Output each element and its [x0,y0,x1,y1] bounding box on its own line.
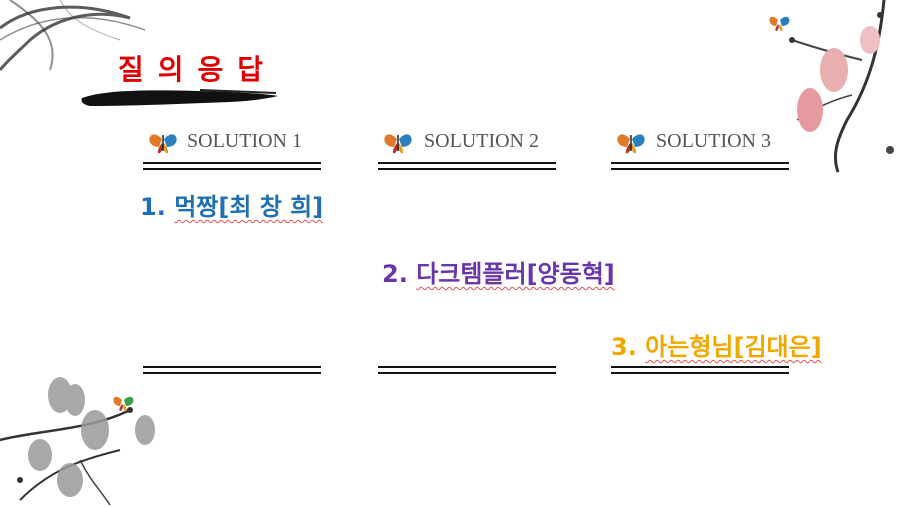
double-rule-bottom-1 [143,366,321,374]
slide-title: 질의응답 [118,53,278,86]
double-rule [611,162,789,170]
double-rule [378,162,556,170]
double-rule [143,162,321,170]
double-rule-bottom-2 [378,366,556,374]
solution-header-label: SOLUTION 3 [656,130,771,152]
entry-text: 먹짱[최 창 희] [174,193,324,221]
entry-number: 3. [611,333,637,361]
entry-number: 1. [140,193,166,221]
solution-header-2: SOLUTION 2 [378,125,558,175]
solution-header-label: SOLUTION 1 [187,130,302,152]
solution-entry-1: 1. 먹짱[최 창 희] [140,187,323,222]
entry-number: 2. [382,260,408,288]
magnolia-branch [0,377,155,506]
double-rule-bottom-3 [611,366,789,374]
butterfly-icon [617,134,645,154]
solution-entry-2: 2. 다크템플러[양동혁] [382,254,615,289]
ink-brush-stroke [81,89,279,106]
entry-text: 아는형님[김대은] [645,333,822,361]
plum-blossom-branch [769,0,894,173]
butterfly-icon [149,134,177,154]
butterfly-icon [113,396,134,412]
solution-header-1: SOLUTION 1 [143,125,323,175]
solution-header-3: SOLUTION 3 [611,125,791,175]
butterfly-icon [384,134,412,154]
solution-header-label: SOLUTION 2 [424,130,539,152]
ink-swirl-decoration [0,0,146,71]
entry-text: 다크템플러[양동혁] [416,260,615,288]
solution-entry-3: 3. 아는형님[김대은] [611,327,822,362]
butterfly-icon [769,16,790,32]
